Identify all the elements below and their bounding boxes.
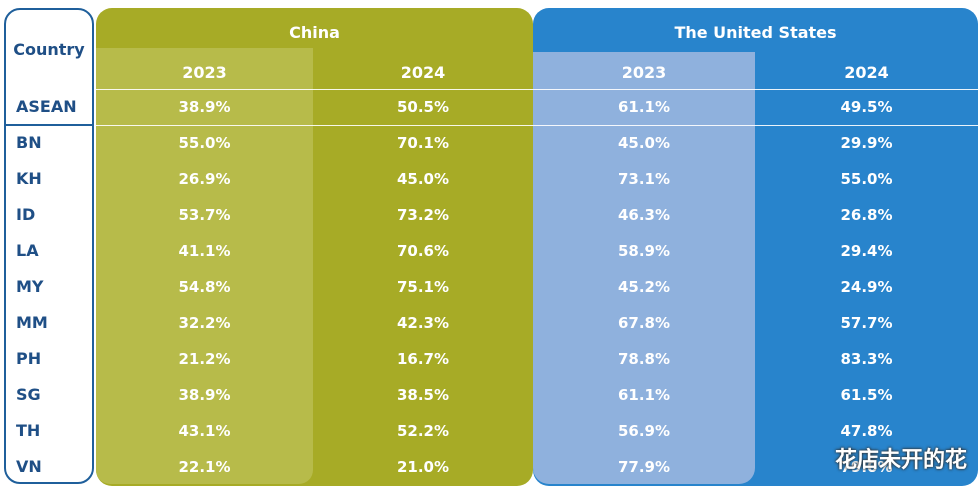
value-cell: 21.2% [178, 350, 231, 368]
country-column-panel [4, 8, 94, 484]
value-cell: 29.4% [840, 242, 893, 260]
value-cell: 61.1% [617, 98, 671, 116]
value-cell: 58.9% [617, 242, 671, 260]
country-column-header: Country [13, 40, 85, 59]
value-cell: 55.0% [178, 134, 231, 152]
us-group-title: The United States [674, 23, 837, 42]
value-cell: 52.2% [396, 422, 450, 440]
header-divider [96, 89, 978, 90]
value-cell: 67.8% [617, 314, 671, 332]
value-cell: 29.9% [840, 134, 893, 152]
china-2023-column [96, 48, 313, 484]
value-cell: 57.7% [840, 314, 893, 332]
value-cell: 41.1% [178, 242, 231, 260]
value-cell: 75.1% [396, 278, 450, 296]
value-cell: 73.2% [396, 206, 450, 224]
value-cell: 77.9% [617, 458, 671, 476]
value-cell: 38.9% [178, 98, 231, 116]
value-cell: 26.8% [840, 206, 893, 224]
value-cell: 53.7% [178, 206, 231, 224]
china-group-title: China [289, 23, 340, 42]
value-cell: 55.0% [840, 170, 893, 188]
value-cell: 70.1% [396, 134, 450, 152]
value-cell: 42.3% [396, 314, 450, 332]
country-cell: TH [16, 421, 41, 440]
asean-divider [96, 125, 978, 126]
value-cell: 49.5% [840, 98, 893, 116]
country-cell: LA [16, 241, 39, 260]
value-cell: 83.3% [840, 350, 893, 368]
country-asean-divider [6, 124, 94, 126]
value-cell: 56.9% [617, 422, 671, 440]
value-cell: 46.3% [617, 206, 671, 224]
country-cell: KH [16, 169, 42, 188]
value-cell: 45.0% [396, 170, 450, 188]
us-year-2024: 2024 [844, 63, 889, 82]
value-cell: 50.5% [396, 98, 450, 116]
country-cell: SG [16, 385, 41, 404]
value-cell: 26.9% [178, 170, 231, 188]
value-cell: 16.7% [396, 350, 450, 368]
value-cell: 78.8% [617, 350, 671, 368]
value-cell: 22.1% [178, 458, 231, 476]
value-cell: 45.2% [617, 278, 671, 296]
value-cell: 73.1% [617, 170, 671, 188]
value-cell: 32.2% [178, 314, 231, 332]
watermark: 花店未开的花 [834, 448, 967, 473]
us-year-2023: 2023 [621, 63, 667, 82]
value-cell: 79.0% [840, 458, 893, 476]
value-cell: 45.0% [617, 134, 671, 152]
country-cell: MM [16, 313, 48, 332]
value-cell: 54.8% [178, 278, 231, 296]
us-2023-column [533, 52, 755, 484]
value-cell: 70.6% [396, 242, 450, 260]
china-year-2024: 2024 [400, 63, 446, 82]
country-cell: MY [16, 277, 44, 296]
country-cell: VN [16, 457, 42, 476]
value-cell: 47.8% [840, 422, 893, 440]
value-cell: 38.5% [396, 386, 450, 404]
country-cell: BN [16, 133, 42, 152]
value-cell: 24.9% [840, 278, 893, 296]
value-cell: 21.0% [396, 458, 450, 476]
value-cell: 38.9% [178, 386, 231, 404]
country-cell: PH [16, 349, 42, 368]
country-cell: ASEAN [16, 97, 77, 116]
value-cell: 61.5% [840, 386, 893, 404]
china-year-2023: 2023 [182, 63, 227, 82]
value-cell: 43.1% [178, 422, 231, 440]
country-cell: ID [16, 205, 36, 224]
value-cell: 61.1% [617, 386, 671, 404]
